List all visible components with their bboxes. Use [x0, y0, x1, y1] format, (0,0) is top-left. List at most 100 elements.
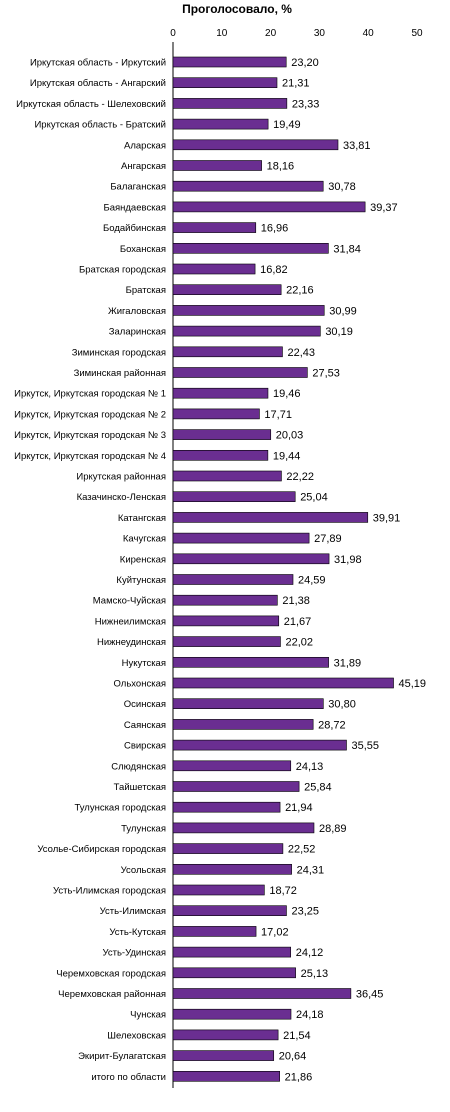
- bar: [172, 367, 308, 378]
- data-label: 21,38: [282, 595, 310, 607]
- bar: [172, 387, 269, 399]
- data-label: 30,19: [325, 326, 353, 338]
- x-tick-label: 30: [314, 28, 326, 39]
- data-label: 25,13: [301, 968, 329, 980]
- bar: [172, 56, 287, 68]
- data-label: 22,22: [286, 471, 314, 483]
- bar: [172, 988, 352, 999]
- category-label: Жигаловская: [108, 306, 166, 317]
- category-label: Экирит-Булагатская: [78, 1051, 166, 1062]
- data-label: 17,02: [261, 926, 289, 938]
- data-label: 16,82: [260, 264, 288, 276]
- category-label: Казачинско-Ленская: [77, 492, 166, 503]
- bar: [172, 698, 324, 710]
- bar: [172, 263, 256, 275]
- bar: [172, 470, 282, 482]
- bar: [172, 594, 278, 606]
- bar: [172, 305, 325, 316]
- x-tick-label: 10: [216, 28, 228, 39]
- bar: [172, 574, 294, 585]
- bar: [172, 512, 369, 523]
- bars: [172, 56, 394, 1082]
- data-label: 18,72: [269, 885, 297, 897]
- category-label: Балаганская: [110, 182, 166, 193]
- bar: [172, 615, 280, 627]
- x-axis-ticks: 0 10 20 30 40 50: [170, 28, 423, 39]
- data-label: 31,84: [333, 243, 361, 255]
- data-label: 25,84: [304, 782, 332, 794]
- category-labels: Иркутская область - Иркутский Иркутская о…: [14, 58, 166, 1083]
- category-label: итого по области: [91, 1072, 166, 1083]
- category-label: Чунская: [130, 1010, 166, 1021]
- data-label: 21,86: [285, 1071, 313, 1083]
- category-label: Иркутская область - Братский: [34, 120, 166, 131]
- category-label: Иркутская область - Ангарский: [30, 78, 166, 89]
- data-label: 16,96: [261, 223, 289, 235]
- data-label: 25,04: [300, 492, 328, 504]
- data-label: 19,44: [273, 450, 301, 462]
- category-label: Саянская: [124, 720, 166, 731]
- x-tick-label: 50: [411, 28, 423, 39]
- category-label: Усольская: [121, 865, 166, 876]
- category-label: Катангская: [118, 513, 166, 524]
- value-labels: 23,20 21,31 23,33 19,49 33,81 18,16 30,78 39,37…: [260, 57, 426, 1083]
- data-label: 23,33: [292, 98, 320, 110]
- category-label: Тайшетская: [114, 782, 166, 793]
- category-label: Мамско-Чуйская: [93, 596, 166, 607]
- category-label: Ольхонская: [114, 679, 167, 690]
- category-label: Боханская: [120, 244, 166, 255]
- category-label: Шелеховская: [107, 1030, 166, 1041]
- data-label: 21,31: [282, 78, 310, 90]
- category-label: Аларская: [124, 140, 166, 151]
- category-label: Иркутск, Иркутская городская № 3: [14, 430, 166, 441]
- category-label: Иркутск, Иркутская городская № 4: [14, 451, 166, 462]
- category-label: Качугская: [123, 534, 166, 545]
- data-label: 17,71: [264, 409, 292, 421]
- data-label: 19,49: [273, 119, 301, 131]
- chart-title: Проголосовало, %: [182, 2, 292, 16]
- data-label: 21,67: [284, 616, 312, 628]
- data-label: 22,02: [285, 637, 313, 649]
- data-label: 35,55: [351, 740, 379, 752]
- bar: [172, 781, 300, 792]
- bar: [172, 801, 281, 813]
- category-label: Усть-Илимская: [100, 906, 166, 917]
- x-tick-label: 40: [363, 28, 375, 39]
- category-label: Заларинская: [109, 327, 166, 338]
- data-label: 28,89: [319, 823, 347, 835]
- bar: [172, 222, 257, 233]
- bar: [172, 1008, 292, 1020]
- data-label: 20,03: [276, 430, 304, 442]
- bar: [172, 1029, 279, 1041]
- category-label: Киренская: [120, 554, 166, 565]
- category-label: Баяндаевская: [103, 202, 166, 213]
- category-label: Иркутская область - Шелеховский: [16, 99, 166, 110]
- bar: [172, 926, 257, 937]
- bar: [172, 139, 339, 151]
- data-label: 22,52: [288, 844, 316, 856]
- category-label: Зиминская районная: [74, 368, 166, 379]
- data-label: 36,45: [356, 989, 384, 1001]
- data-label: 24,13: [296, 761, 324, 773]
- category-label: Усолье-Сибирская городская: [37, 844, 166, 855]
- bar: [172, 77, 278, 88]
- bar: [172, 346, 283, 358]
- data-label: 24,12: [296, 947, 324, 959]
- data-label: 30,78: [328, 181, 356, 193]
- bar: [172, 243, 329, 254]
- data-label: 24,18: [296, 1009, 324, 1021]
- bar: [172, 1071, 280, 1082]
- category-label: Слюдянская: [111, 761, 166, 772]
- category-label: Бодайбинская: [103, 223, 166, 234]
- bar: [172, 822, 315, 834]
- data-label: 18,16: [267, 161, 295, 173]
- category-label: Нижнеудинская: [97, 637, 166, 648]
- category-label: Нижнеилимская: [95, 616, 166, 627]
- category-label: Тулунская городская: [74, 803, 166, 814]
- x-tick-label: 0: [170, 28, 176, 39]
- category-label: Иркутская область - Иркутский: [30, 58, 166, 69]
- bar: [172, 967, 296, 979]
- bar: [172, 760, 292, 772]
- data-label: 28,72: [318, 719, 346, 731]
- data-label: 27,53: [312, 368, 340, 380]
